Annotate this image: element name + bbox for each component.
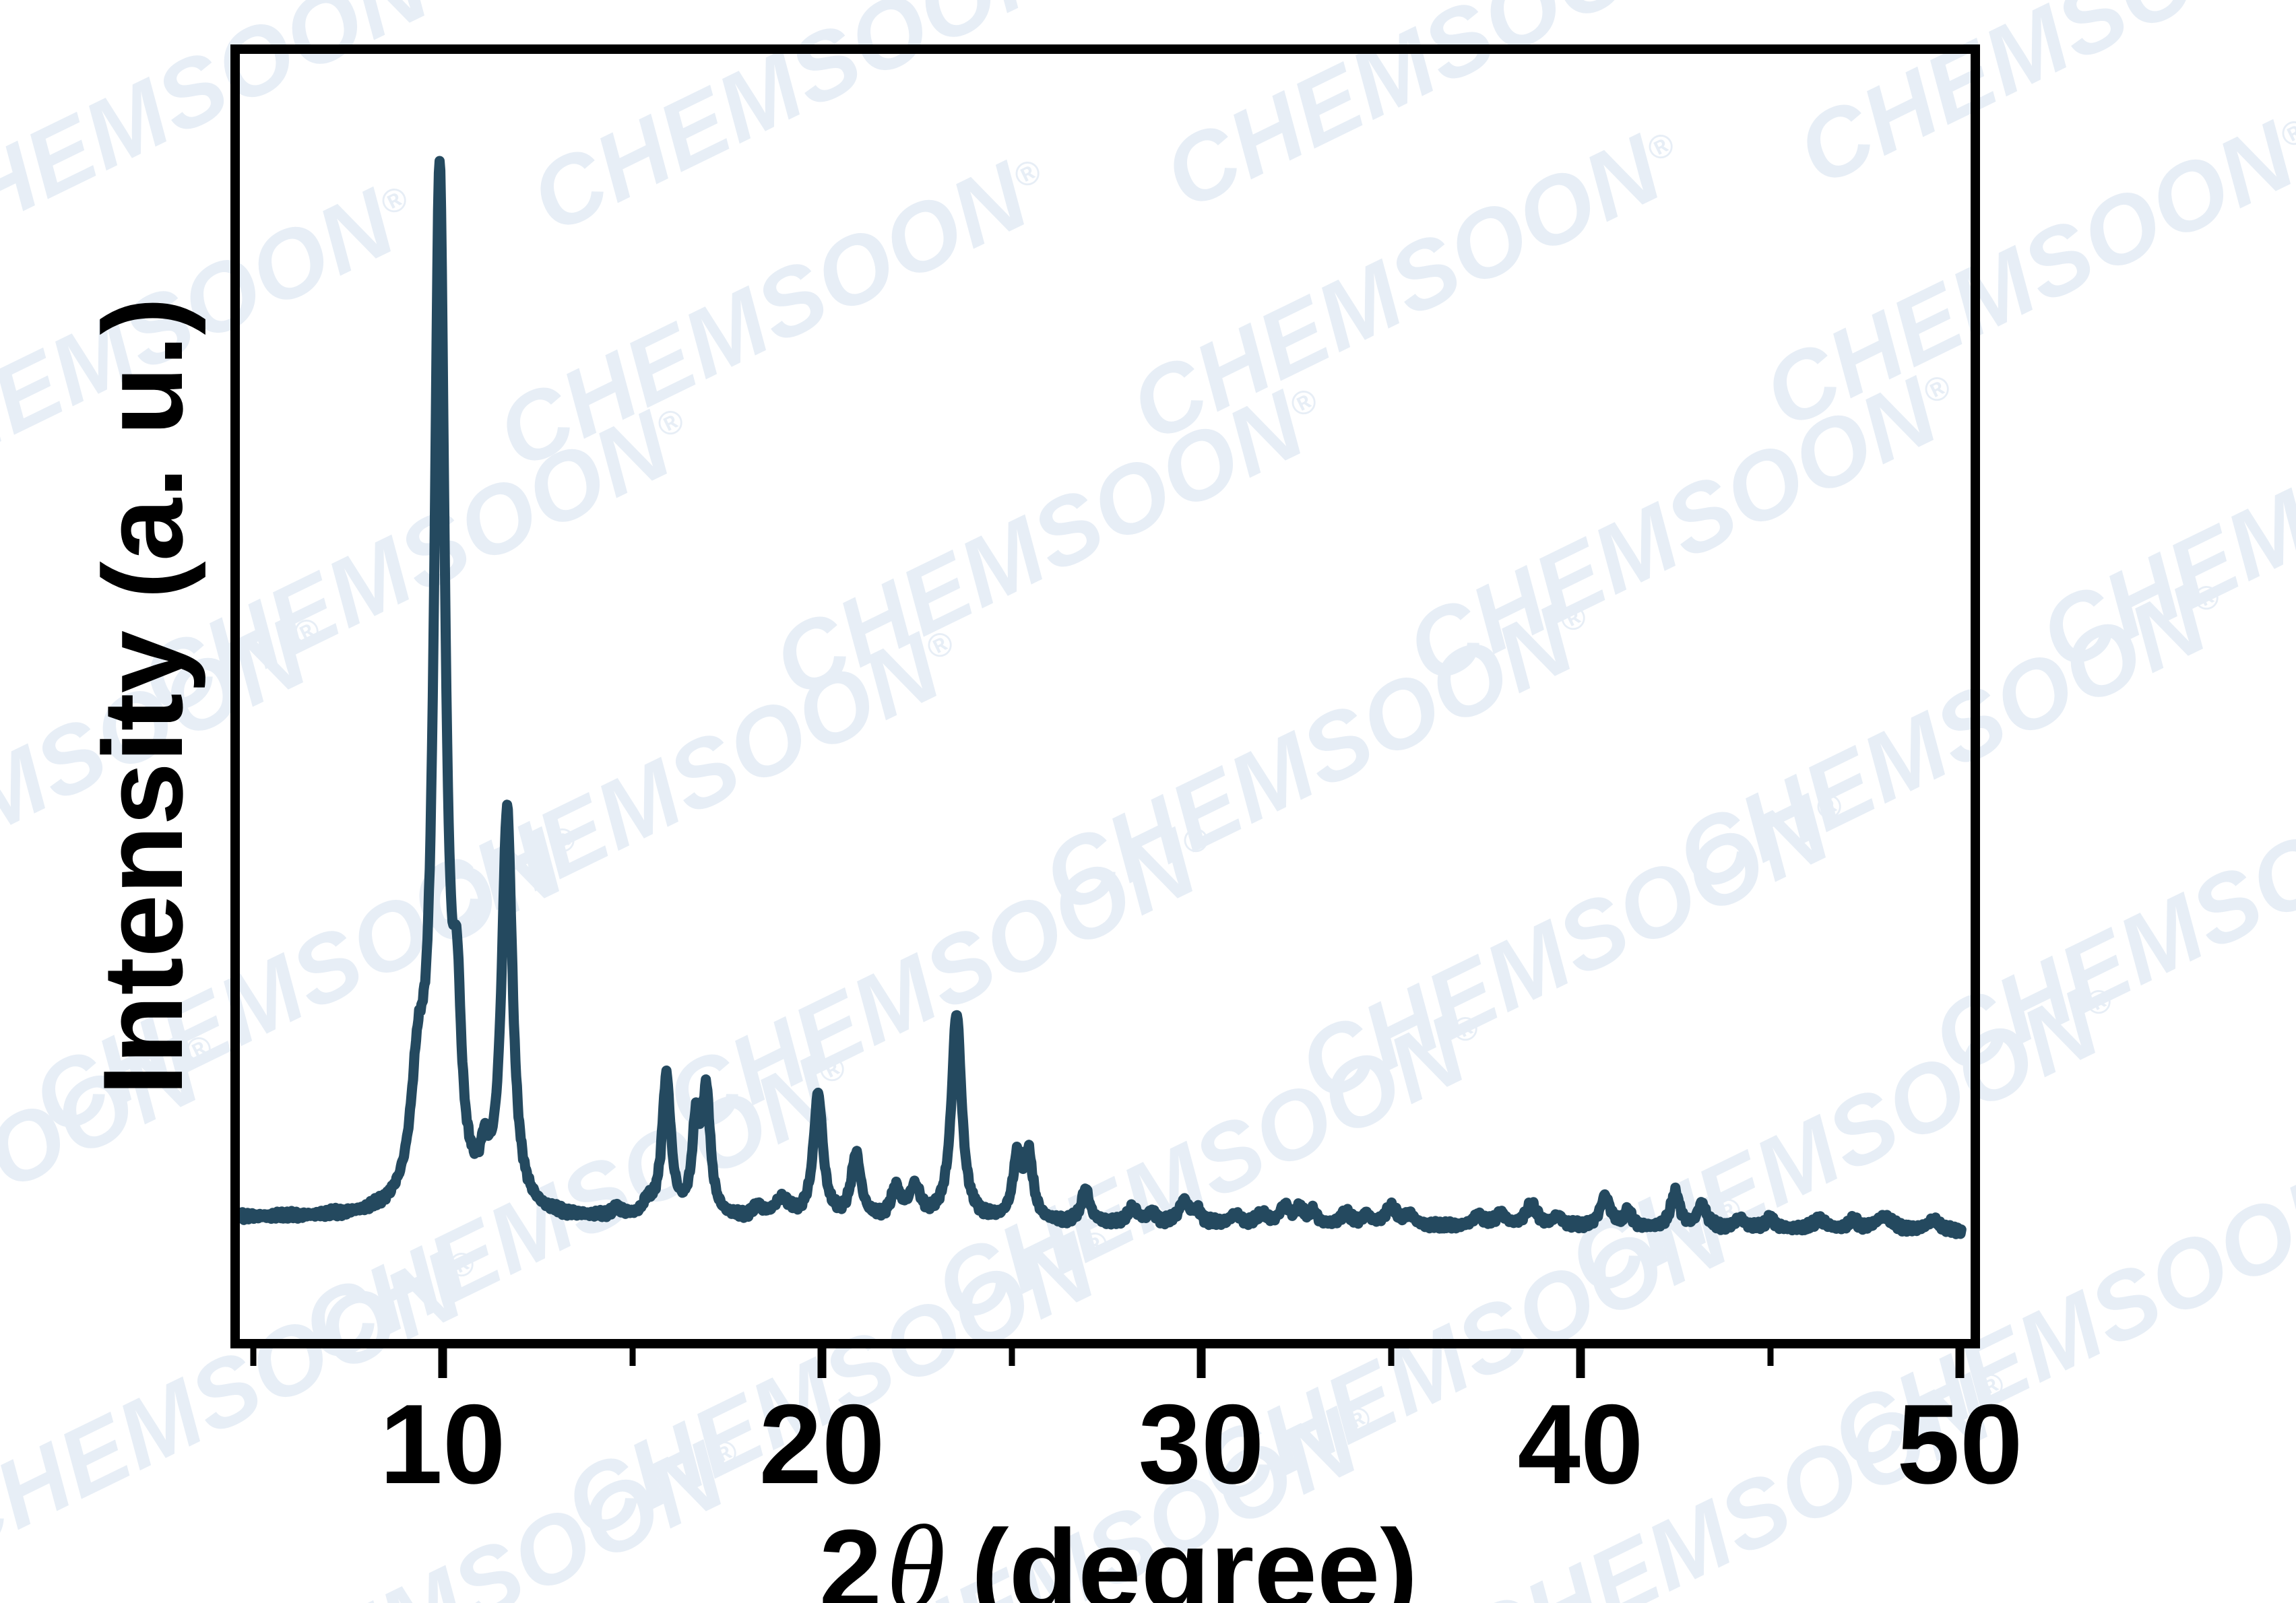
x-major-tick-40 (1576, 1348, 1585, 1378)
x-tick-label-20: 20 (759, 1381, 885, 1507)
x-title-prefix: 2 (819, 1506, 883, 1603)
x-title-unit: (degree) (971, 1506, 1418, 1603)
x-title-theta: θ (886, 1501, 946, 1603)
x-minor-tick-15 (629, 1348, 635, 1366)
y-axis-title: Intensity (a. u.) (79, 297, 206, 1096)
x-tick-label-30: 30 (1138, 1381, 1265, 1507)
diffraction-trace (240, 156, 1967, 1239)
x-major-tick-50 (1955, 1348, 1965, 1378)
x-minor-tick-35 (1388, 1348, 1394, 1366)
x-minor-tick-45 (1767, 1348, 1773, 1366)
x-major-tick-20 (817, 1348, 827, 1378)
x-axis-title: 2θ (degree) (819, 1507, 1418, 1603)
x-major-tick-10 (438, 1348, 447, 1378)
x-tick-label-10: 10 (379, 1381, 506, 1507)
plot-frame (230, 44, 1980, 1348)
x-tick-label-50: 50 (1896, 1381, 2023, 1507)
x-tick-label-40: 40 (1517, 1381, 1644, 1507)
x-major-tick-30 (1197, 1348, 1206, 1378)
x-minor-tick-25 (1009, 1348, 1015, 1366)
x-minor-tick-5 (250, 1348, 256, 1366)
